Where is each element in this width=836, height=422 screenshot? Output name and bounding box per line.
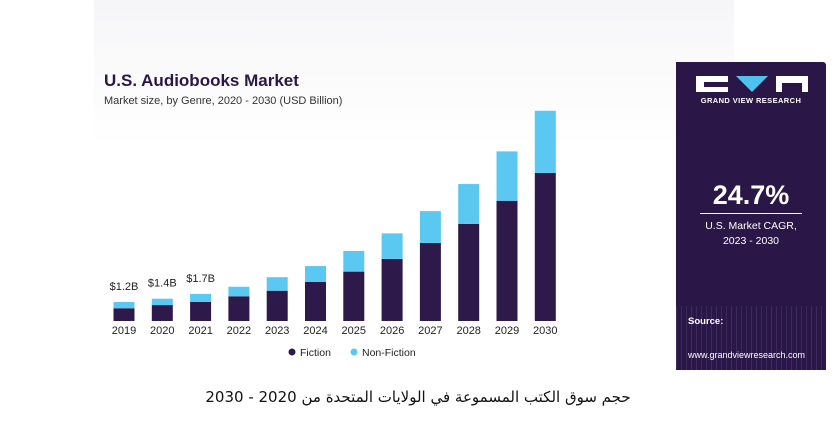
brand-name: GRAND VIEW RESEARCH	[700, 96, 802, 105]
bar-non-fiction-2026	[381, 233, 403, 259]
data-label-2019: $1.2B	[110, 281, 139, 293]
bar-fiction-2029	[496, 200, 518, 321]
bar-non-fiction-2019	[113, 301, 135, 309]
bar-non-fiction-2023	[266, 277, 288, 291]
cagr-label-line2: 2023 - 2030	[722, 235, 780, 247]
bar-fiction-2022	[228, 296, 250, 321]
x-tick-2028: 2028	[456, 325, 480, 337]
bar-non-fiction-2029	[496, 151, 518, 201]
data-label-2020: $1.4B	[148, 278, 177, 290]
x-tick-2025: 2025	[342, 325, 366, 337]
legend-marker-non-fiction	[350, 348, 358, 356]
chart-subtitle: Market size, by Genre, 2020 - 2030 (USD …	[104, 95, 342, 107]
x-tick-2019: 2019	[112, 325, 136, 337]
bar-non-fiction-2021	[190, 293, 212, 302]
bar-fiction-2020	[151, 305, 173, 321]
bar-non-fiction-2027	[419, 211, 441, 243]
info-panel: GRAND VIEW RESEARCH 24.7% U.S. Market CA…	[676, 62, 826, 370]
x-tick-2024: 2024	[303, 325, 327, 337]
bar-fiction-2024	[305, 281, 326, 321]
cagr-divider	[700, 213, 802, 214]
bar-non-fiction-2028	[458, 184, 480, 224]
legend-marker-fiction	[288, 348, 296, 356]
bar-fiction-2028	[458, 223, 480, 321]
cagr-value: 24.7%	[712, 180, 790, 210]
bar-non-fiction-2030	[534, 110, 556, 173]
cagr-label-line1: U.S. Market CAGR,	[705, 220, 797, 232]
x-tick-2026: 2026	[380, 325, 404, 337]
bar-non-fiction-2020	[151, 298, 173, 306]
bar-fiction-2027	[419, 242, 441, 321]
x-tick-2030: 2030	[533, 325, 557, 337]
source-title: Source:	[688, 316, 724, 327]
bar-fiction-2026	[381, 258, 403, 321]
x-tick-2021: 2021	[188, 325, 212, 337]
image-caption: حجم سوق الكتب المسموعة في الولايات المتح…	[205, 388, 631, 406]
bar-non-fiction-2022	[228, 286, 250, 297]
x-tick-2029: 2029	[495, 325, 519, 337]
bar-fiction-2019	[113, 308, 135, 321]
cagr-label: U.S. Market CAGR, 2023 - 2030	[676, 219, 826, 249]
source-url[interactable]: www.grandviewresearch.com	[688, 350, 806, 360]
bar-fiction-2025	[343, 271, 365, 321]
bar-fiction-2021	[190, 301, 212, 321]
x-tick-2023: 2023	[265, 325, 289, 337]
x-tick-2022: 2022	[227, 325, 251, 337]
chart-canvas: U.S. Audiobooks Market Market size, by Ge…	[104, 71, 558, 359]
bar-fiction-2023	[266, 290, 288, 321]
data-label-2021: $1.7B	[186, 273, 215, 285]
chart-card: U.S. Audiobooks Market Market size, by Ge…	[94, 0, 826, 370]
legend-label-fiction: Fiction	[300, 347, 331, 359]
bar-fiction-2030	[534, 172, 556, 321]
x-tick-2027: 2027	[418, 325, 442, 337]
x-tick-2020: 2020	[150, 325, 174, 337]
source-box	[676, 306, 826, 370]
grand-view-research-logo	[696, 76, 808, 92]
bar-non-fiction-2025	[343, 250, 365, 272]
bar-non-fiction-2024	[305, 266, 326, 282]
chart-title: U.S. Audiobooks Market	[104, 71, 299, 90]
legend-label-non-fiction: Non-Fiction	[362, 347, 416, 359]
